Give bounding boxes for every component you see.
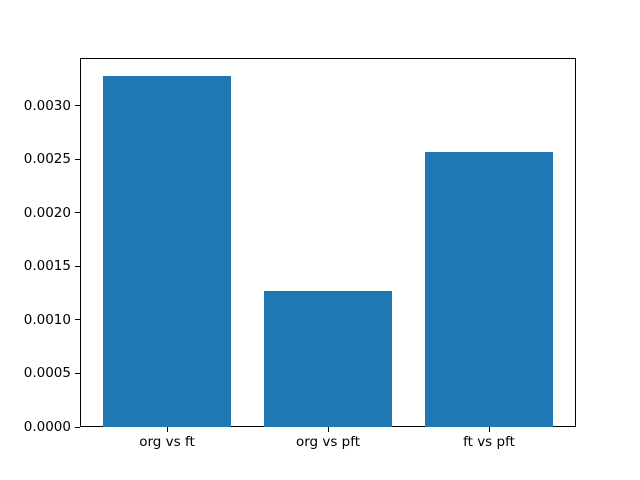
x-tick-mark — [488, 427, 490, 432]
y-tick-label: 0.0030 — [23, 97, 71, 114]
y-tick-mark — [75, 105, 80, 107]
y-tick-label: 0.0010 — [23, 311, 71, 328]
y-tick-label: 0.0005 — [23, 365, 71, 382]
x-tick-mark — [166, 427, 168, 432]
y-tick-label: 0.0020 — [23, 204, 71, 221]
y-tick-label: 0.0025 — [23, 151, 71, 168]
y-tick-label: 0.0015 — [23, 258, 71, 275]
y-tick-mark — [75, 372, 80, 374]
y-tick-mark — [75, 158, 80, 160]
y-tick-mark — [75, 265, 80, 267]
bar-ft-vs-pft — [424, 151, 554, 427]
x-tick-label: org vs ft — [139, 434, 195, 450]
y-tick-mark — [75, 212, 80, 214]
bar-org-vs-pft — [263, 290, 393, 427]
y-tick-label: 0.0000 — [23, 419, 71, 435]
x-tick-label: org vs pft — [295, 434, 361, 450]
bar-org-vs-ft — [102, 75, 232, 427]
x-tick-mark — [327, 427, 329, 432]
y-tick-mark — [75, 426, 80, 428]
x-tick-label: ft vs pft — [463, 434, 515, 450]
y-tick-mark — [75, 319, 80, 321]
